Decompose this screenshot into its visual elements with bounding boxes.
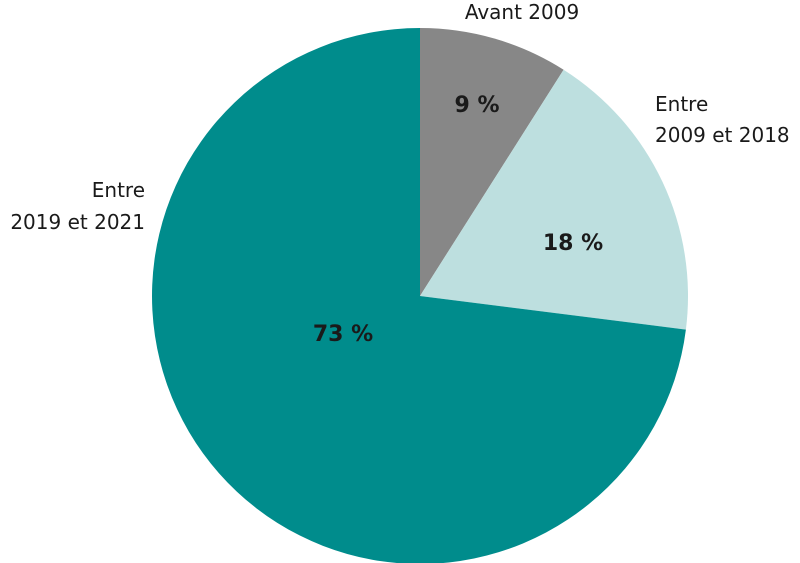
slice-value-label-avant-2009: 9 % — [454, 93, 499, 118]
category-label-avant-2009: Avant 2009 — [465, 0, 579, 24]
slice-avant-2009 — [420, 28, 564, 296]
slice-value-label-2019-2021: 73 % — [313, 322, 373, 347]
slice-value-label-2009-2018: 18 % — [543, 231, 603, 256]
category-label-2009-2018-line1: Entre — [655, 92, 708, 116]
slice-2009-2018 — [420, 69, 689, 330]
category-label-2019-2021-line2: 2019 et 2021 — [10, 210, 145, 234]
category-label-2019-2021-line1: Entre — [92, 178, 145, 202]
category-label-2009-2018-line2: 2009 et 2018 — [655, 123, 790, 147]
slice-2019-2021 — [152, 28, 686, 563]
